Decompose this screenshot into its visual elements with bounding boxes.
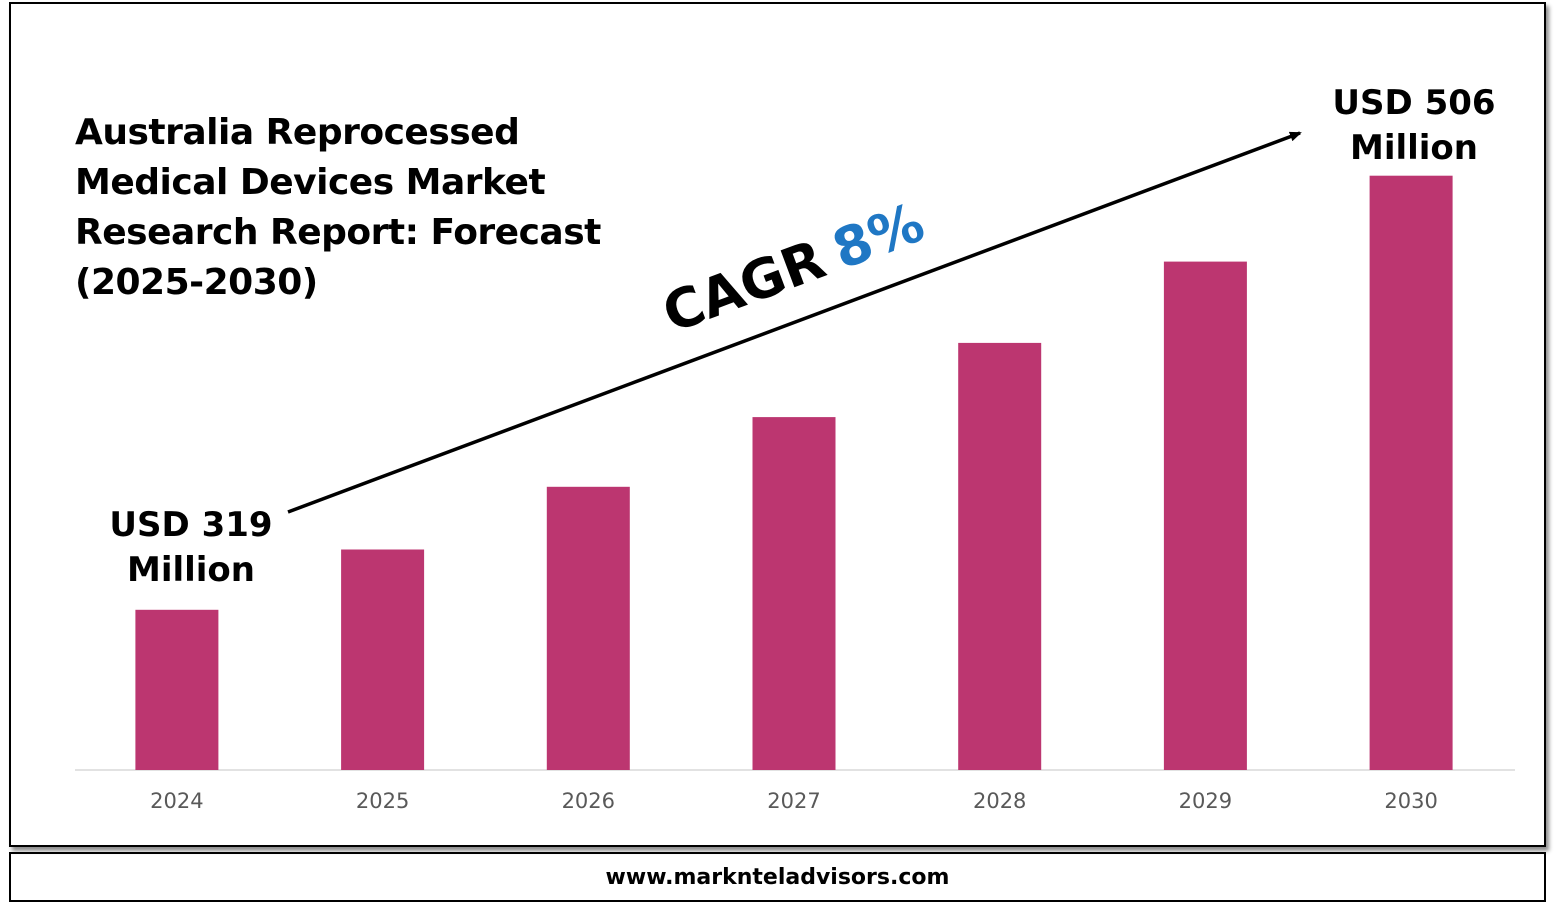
x-tick-label-2024: 2024 <box>150 789 203 813</box>
bar-2029 <box>1163 261 1247 770</box>
footer-website: www.marknteladvisors.com <box>605 864 950 890</box>
x-tick-label-2029: 2029 <box>1179 789 1232 813</box>
bar-2027 <box>752 417 836 770</box>
bar-2025 <box>341 549 425 770</box>
bar-2030 <box>1369 175 1453 770</box>
cagr-arrow <box>287 131 1302 514</box>
x-tick-label-2027: 2027 <box>767 789 820 813</box>
end-value-label-line2: Million <box>1350 128 1478 168</box>
x-tick-label-2028: 2028 <box>973 789 1026 813</box>
x-tick-label-2026: 2026 <box>562 789 615 813</box>
chart-title: Australia Reprocessed Medical Devices Ma… <box>75 112 601 303</box>
end-value-label-line1: USD 506 <box>1332 83 1495 123</box>
x-tick-label-2025: 2025 <box>356 789 409 813</box>
bar-2028 <box>958 342 1042 770</box>
cagr-value: 8% <box>824 191 932 282</box>
start-value-label-line1: USD 319 <box>109 505 272 545</box>
cagr-label: CAGR <box>654 228 833 346</box>
footer-bar: www.marknteladvisors.com <box>9 852 1546 902</box>
x-tick-label-2030: 2030 <box>1384 789 1437 813</box>
bar-2026 <box>546 486 630 770</box>
bar-2024 <box>135 609 219 770</box>
start-value-label-line2: Million <box>127 550 255 590</box>
